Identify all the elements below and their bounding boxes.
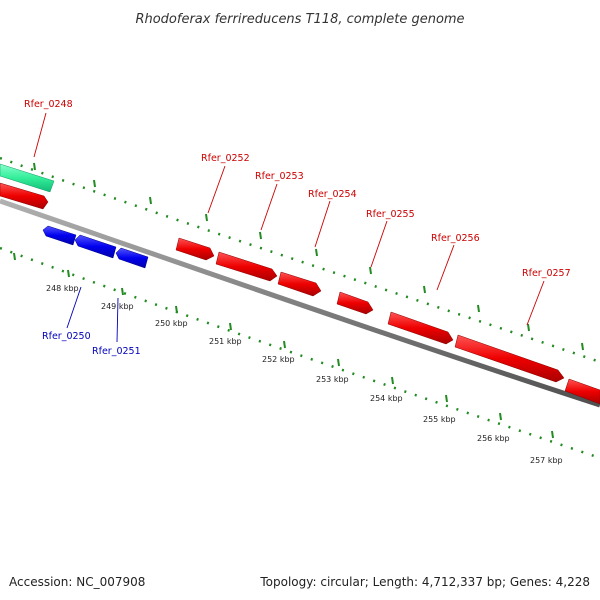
scale-label-257: 257 kbp — [530, 456, 563, 465]
label-rfer-0252[interactable]: Rfer_0252 — [201, 153, 250, 164]
accession-text: Accession: NC_007908 — [9, 575, 146, 589]
label-rfer-0251[interactable]: Rfer_0251 — [92, 346, 141, 357]
gene-rfer-0255[interactable] — [336, 291, 374, 315]
forward-label-leaders — [33, 112, 545, 326]
gene-rfer-0257[interactable] — [454, 334, 565, 383]
scale-label-252: 252 kbp — [262, 355, 295, 364]
reverse-label-leaders — [66, 286, 119, 343]
gene-rfer-0256[interactable] — [387, 311, 454, 345]
forward-genes — [0, 182, 600, 405]
genome-summary-text: Topology: circular; Length: 4,712,337 bp… — [260, 575, 590, 589]
gene-rfer-0252[interactable] — [175, 237, 215, 261]
label-rfer-0248[interactable]: Rfer_0248 — [24, 99, 73, 110]
gene-rfer-0249[interactable] — [42, 225, 77, 246]
label-rfer-0253[interactable]: Rfer_0253 — [255, 171, 304, 182]
scale-label-248: 248 kbp — [46, 284, 79, 293]
inner-tick-ring — [0, 246, 600, 460]
gene-rfer-0254[interactable] — [277, 271, 322, 297]
gene-rfer-0251[interactable] — [115, 247, 149, 269]
label-rfer-0255[interactable]: Rfer_0255 — [366, 209, 415, 220]
gene-rfer-0248[interactable] — [0, 182, 49, 210]
map-title: Rhodoferax ferrireducens T118, complete … — [135, 12, 464, 27]
scale-label-253: 253 kbp — [316, 375, 349, 384]
label-rfer-0250[interactable]: Rfer_0250 — [42, 331, 91, 342]
gene-rfer-0258[interactable] — [564, 378, 600, 405]
scale-label-254: 254 kbp — [370, 394, 403, 403]
scale-label-255: 255 kbp — [423, 415, 456, 424]
label-rfer-0256[interactable]: Rfer_0256 — [431, 233, 480, 244]
reverse-genes — [42, 225, 149, 269]
scale-label-251: 251 kbp — [209, 337, 242, 346]
scale-label-256: 256 kbp — [477, 434, 510, 443]
label-rfer-0257[interactable]: Rfer_0257 — [522, 268, 571, 279]
scale-label-249: 249 kbp — [101, 302, 134, 311]
gene-rfer-0253[interactable] — [215, 251, 278, 282]
outer-tick-ring — [0, 156, 600, 364]
rna-feature[interactable] — [0, 163, 55, 193]
genome-backbone — [0, 198, 600, 408]
label-rfer-0254[interactable]: Rfer_0254 — [308, 189, 357, 200]
gene-rfer-0250[interactable] — [74, 234, 117, 259]
scale-label-250: 250 kbp — [155, 319, 188, 328]
